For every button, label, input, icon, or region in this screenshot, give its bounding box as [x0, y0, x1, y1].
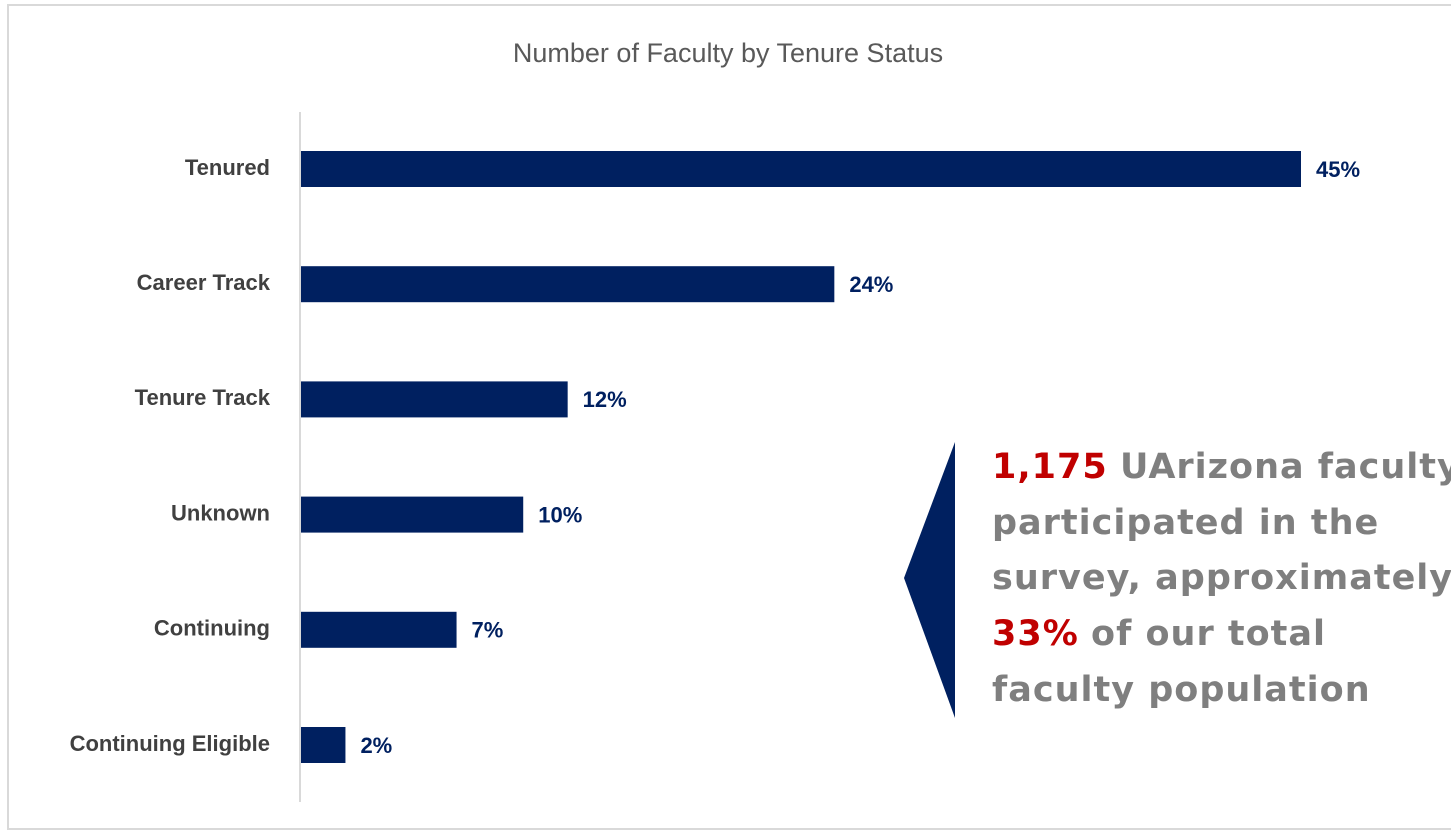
category-label: Continuing Eligible [70, 731, 270, 756]
annotation-highlight: 1,175 [992, 447, 1108, 487]
annotation-text: of our total [1091, 614, 1327, 655]
category-label: Unknown [171, 500, 270, 525]
annotation-line: participated in the [992, 496, 1451, 552]
data-label: 45% [1316, 157, 1360, 182]
callout-pointer [904, 442, 955, 718]
annotation-text: survey, approximately [992, 558, 1451, 599]
data-label: 7% [472, 618, 504, 643]
bar [301, 266, 835, 303]
annotation: 1,175 UArizona faculty participated in the… [992, 440, 1451, 719]
bar [301, 611, 457, 648]
annotation-line: survey, approximately [992, 551, 1451, 607]
bar [301, 151, 1301, 187]
data-label: 24% [849, 272, 893, 297]
annotation-text: UArizona faculty [1119, 447, 1451, 487]
data-label: 2% [360, 733, 392, 758]
annotation-line: 1,175 UArizona faculty [992, 440, 1451, 496]
chart-frame [7, 4, 1451, 830]
annotation-text: participated in the [992, 502, 1380, 543]
chart-title: Number of Faculty by Tenure Status [513, 38, 943, 68]
bar [301, 727, 346, 763]
data-label: 10% [538, 502, 582, 527]
category-label: Continuing [154, 616, 270, 641]
annotation-line: faculty population [992, 663, 1451, 719]
annotation-line: 33% of our total [992, 607, 1451, 663]
annotation-highlight: 33% [992, 614, 1079, 655]
category-label: Career Track [137, 270, 271, 295]
category-label: Tenured [185, 155, 270, 180]
bar [301, 496, 524, 533]
annotation-text: faculty population [992, 669, 1371, 710]
category-label: Tenure Track [135, 385, 271, 410]
bar [301, 381, 568, 418]
data-label: 12% [583, 387, 627, 412]
